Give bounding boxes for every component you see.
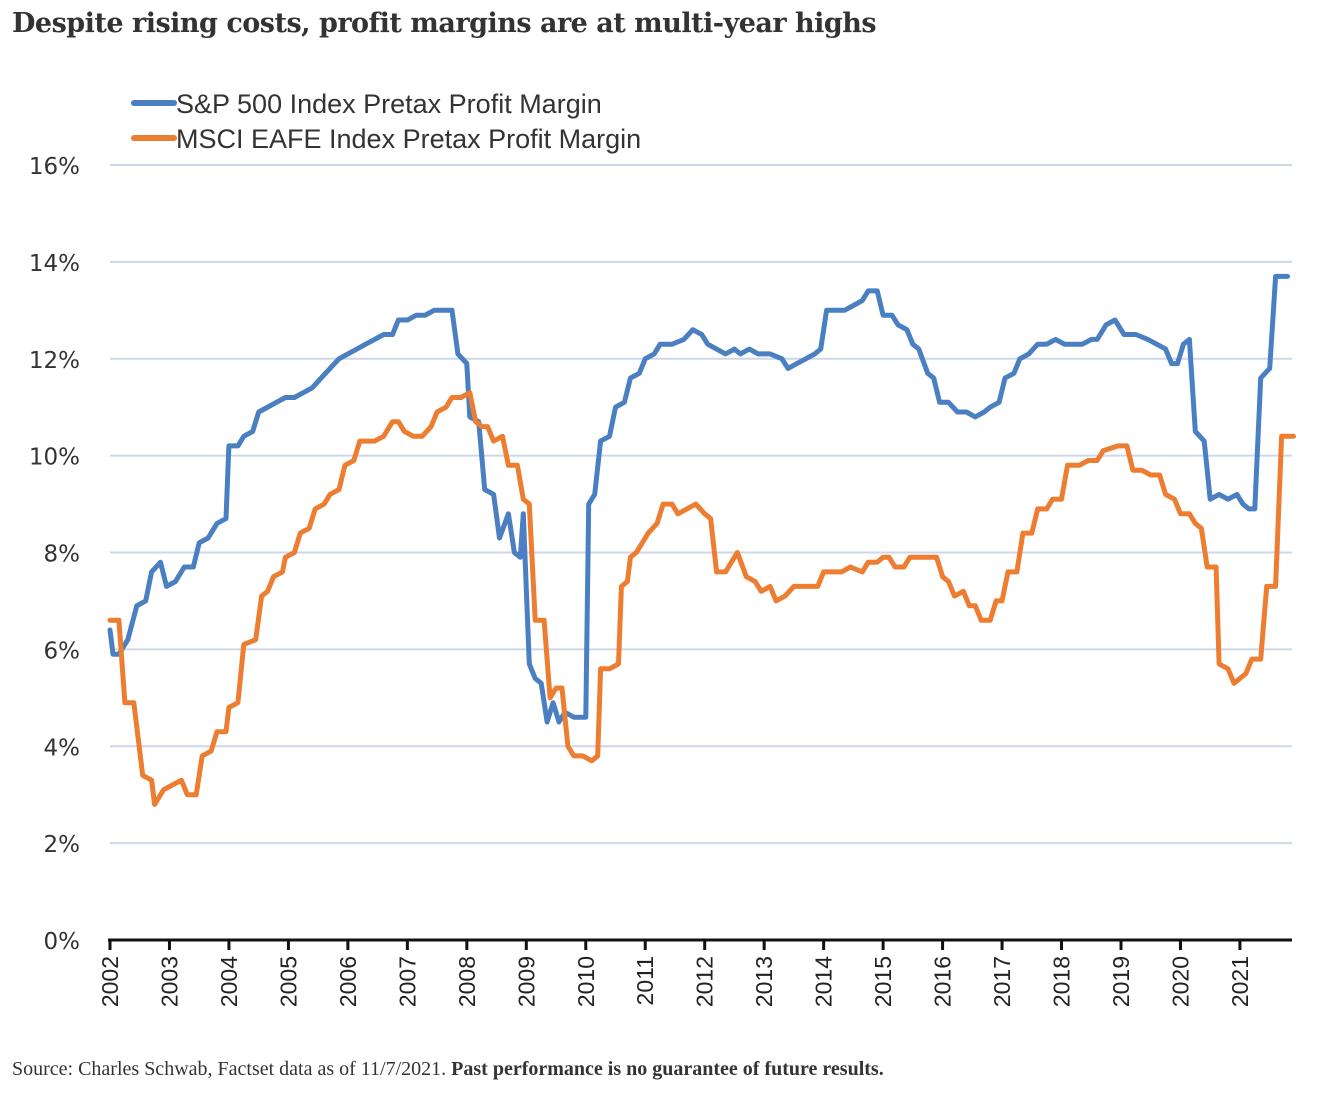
x-tick-label: 2008: [454, 956, 480, 1007]
x-tick-label: 2016: [930, 956, 956, 1007]
y-tick-label: 8%: [44, 542, 81, 568]
msci-eafe-series-line: [107, 390, 1296, 807]
x-tick-label: 2015: [870, 956, 896, 1007]
series-lines: [107, 273, 1296, 807]
x-tick-label: 2014: [811, 956, 837, 1007]
gridlines: [110, 164, 1292, 845]
x-axis: 2002 2003 2004 2005 2006 2007 2008 2009 2010 2011…: [97, 938, 1292, 1007]
x-tick-label: 2013: [751, 956, 777, 1007]
y-tick-label: 10%: [29, 445, 80, 471]
x-tick-label: 2009: [513, 956, 539, 1007]
source-note: Source: Charles Schwab, Factset data as …: [12, 1058, 884, 1081]
line-chart: 0%2%4%6%8%10%12%14%16% 2002 2003 2004 2005 2…: [29, 89, 1296, 1007]
x-tick-label: 2017: [989, 956, 1015, 1007]
x-tick-label: 2021: [1227, 956, 1253, 1007]
x-tick-label: 2005: [275, 956, 301, 1007]
x-tick-label: 2010: [573, 956, 599, 1007]
legend-label-msci-eafe: MSCI EAFE Index Pretax Profit Margin: [176, 124, 641, 154]
y-tick-label: 6%: [44, 638, 81, 664]
source-text: Source: Charles Schwab, Factset data as …: [12, 1058, 452, 1080]
disclaimer-text: Past performance is no guarantee of futu…: [451, 1058, 884, 1080]
x-tick-label: 2019: [1108, 956, 1134, 1007]
x-tick-label: 2003: [156, 956, 182, 1007]
x-tick-label: 2004: [216, 956, 242, 1007]
x-tick-label: 2006: [335, 956, 361, 1007]
y-tick-label: 12%: [29, 348, 80, 374]
x-tick-label: 2002: [97, 956, 123, 1007]
y-axis-tick-labels: 0% 2% 4% 6% 8% 10% 12% 14% 16%: [29, 154, 80, 955]
legend: S&P 500 Index Pretax Profit Margin MSCI E…: [131, 89, 641, 154]
y-tick-label: 2%: [44, 832, 81, 858]
x-tick-label: 2011: [632, 956, 658, 1005]
x-tick-label: 2018: [1049, 956, 1075, 1007]
chart-title: Despite rising costs, profit margins are…: [12, 8, 877, 39]
y-tick-label: 0%: [44, 929, 81, 955]
x-tick-label: 2012: [692, 956, 718, 1007]
x-tick-label: 2020: [1167, 956, 1193, 1007]
legend-label-sp500: S&P 500 Index Pretax Profit Margin: [176, 89, 602, 119]
y-tick-label: 16%: [29, 154, 80, 180]
sp500-series-line: [107, 273, 1290, 725]
y-tick-label: 14%: [29, 251, 80, 277]
x-tick-label: 2007: [394, 956, 420, 1007]
y-tick-label: 4%: [44, 735, 81, 761]
